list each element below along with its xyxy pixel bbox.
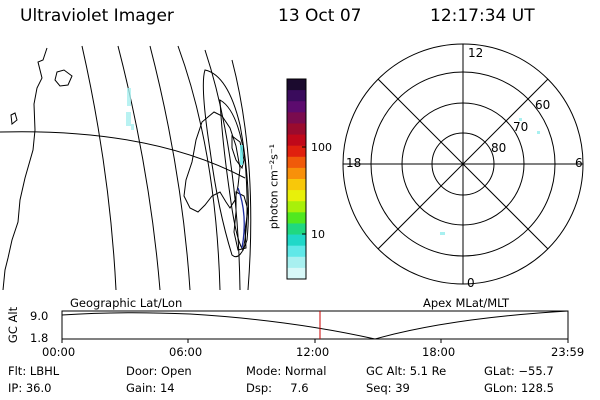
mlt-label-6: 6 (575, 156, 583, 170)
mode-status: Mode: Normal (246, 364, 327, 378)
timeline-x-tick: 23:59 (551, 345, 585, 359)
glat-status: GLat: −55.7 (484, 364, 554, 378)
timeline-y-tick: 9.0 (30, 309, 49, 323)
latitude-arc (81, 45, 117, 291)
timeline-axis-label: GC Alt (6, 306, 21, 344)
latitude-arc (149, 45, 191, 291)
lat-label-70: 70 (513, 120, 529, 134)
colorbar-segment (287, 223, 306, 236)
time-label: 12:17:34 UT (430, 6, 535, 26)
timeline-x-tick: 06:00 (169, 345, 203, 359)
coastline (54, 69, 73, 87)
graticule-ellipse (219, 99, 248, 252)
colorbar-segment (287, 190, 306, 202)
graticule-ellipse (202, 69, 249, 258)
colorbar-segment (287, 179, 306, 191)
gc-alt-status: GC Alt: 5.1 Re (366, 364, 447, 378)
timeline-x-tick: 12:00 (296, 345, 330, 359)
great-circle-line (0, 131, 246, 179)
instrument-title: Ultraviolet Imager (20, 6, 174, 26)
coastline (233, 191, 249, 251)
colorbar-gradient (287, 79, 306, 280)
gain-status: Gain: 14 (126, 381, 175, 395)
magnetic-panel-label: Apex MLat/MLT (423, 296, 510, 310)
mlt-label-18: 18 (346, 156, 362, 170)
coastline (10, 112, 18, 125)
mlt-label-0: 0 (467, 276, 475, 290)
polar-aurora (440, 118, 540, 235)
colorbar (286, 78, 307, 280)
coastline (231, 135, 245, 170)
timeline-x-tick: 18:00 (422, 345, 456, 359)
colorbar-tick-label: 100 (311, 141, 332, 154)
door-status: Door: Open (126, 364, 192, 378)
geographic-panel-label: Geographic Lat/Lon (70, 296, 183, 310)
timeline-y-tick: 1.8 (30, 331, 49, 345)
mlt-diagonal (377, 78, 549, 250)
aurora-emission (126, 88, 243, 165)
colorbar-segment (287, 212, 306, 224)
colorbar-segment (287, 234, 306, 247)
polar-plot (342, 43, 584, 285)
date-label: 13 Oct 07 (278, 6, 362, 26)
latitude-arc (204, 49, 241, 291)
colorbar-segment (287, 112, 306, 124)
colorbar-segment (287, 145, 306, 158)
colorbar-segment (287, 245, 306, 258)
colorbar-segment (287, 267, 306, 280)
colorbar-tick-label: 10 (311, 228, 325, 241)
filter-status: Flt: LBHL (8, 364, 60, 378)
timeline-x-tick: 00:00 (42, 345, 76, 359)
mlt-label-12: 12 (468, 46, 484, 60)
colorbar-segment (287, 256, 306, 269)
altitude-curve (61, 310, 569, 340)
lat-label-80: 80 (491, 141, 507, 155)
seq-status: Seq: 39 (366, 381, 410, 395)
colorbar-segment (287, 90, 306, 102)
altitude-timeline (61, 310, 569, 343)
colorbar-segment (287, 101, 306, 113)
coastline (183, 111, 241, 213)
colorbar-segment (287, 201, 306, 213)
latitude-arc (231, 59, 252, 291)
coastline (2, 47, 48, 291)
colorbar-segment (287, 123, 306, 136)
ip-status: IP: 36.0 (8, 381, 52, 395)
colorbar-segment (287, 134, 306, 147)
dsp-status: Dsp: 7.6 (246, 381, 309, 395)
glon-status: GLon: 128.5 (484, 381, 554, 395)
latitude-arc (177, 45, 221, 291)
lat-label-60: 60 (535, 98, 551, 112)
terminator-arc (237, 187, 245, 249)
geographic-map (0, 45, 252, 291)
colorbar-segment (287, 79, 306, 91)
colorbar-segment (287, 156, 306, 169)
colorbar-segment (287, 167, 306, 180)
latitude-arc (117, 45, 161, 291)
colorbar-unit-label: photon cm⁻²s⁻¹ (267, 143, 281, 230)
